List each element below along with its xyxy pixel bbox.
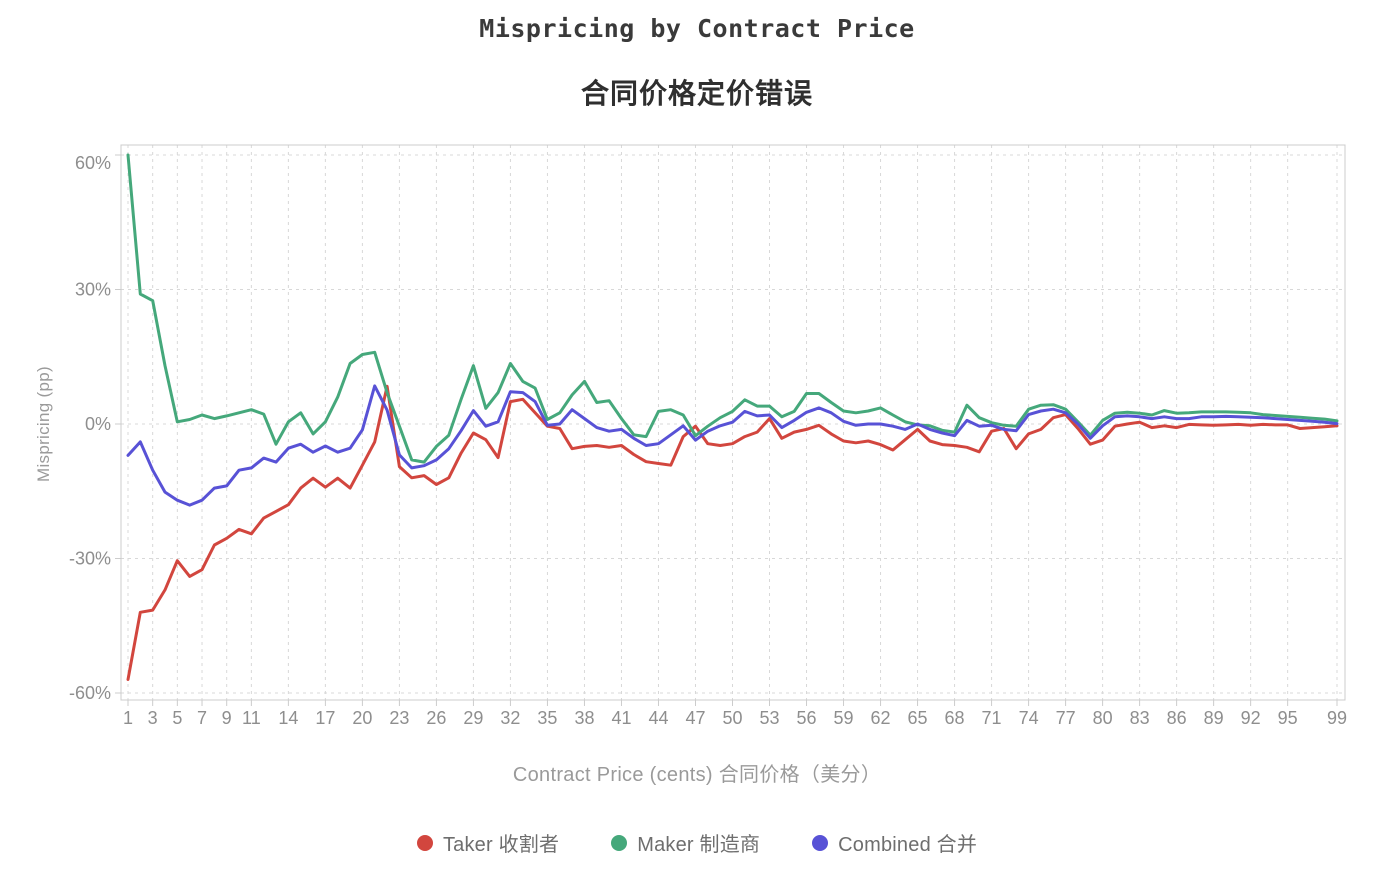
page-subtitle: 合同价格定价错误 bbox=[580, 77, 813, 110]
x-tick-label: 92 bbox=[1241, 708, 1261, 728]
legend-label: Combined 合并 bbox=[838, 834, 978, 856]
mispricing-line-chart: 1 3 5 7 9 11 14 17 20 23 26 29 32 35 38 41 44 47 50 53 56 59 6… bbox=[69, 144, 1347, 728]
x-tick-label: 7 bbox=[197, 708, 207, 728]
x-tick-label: 95 bbox=[1278, 708, 1298, 728]
legend-item-combined[interactable]: Combined 合并 bbox=[812, 828, 977, 857]
series-line-combined bbox=[126, 384, 1339, 507]
x-tick-label: 1 bbox=[123, 708, 133, 728]
y-tick-label: -30% bbox=[69, 548, 111, 568]
x-tick-label: 53 bbox=[759, 708, 779, 728]
x-tick-label: 44 bbox=[648, 708, 668, 728]
x-tick-label: 3 bbox=[148, 708, 158, 728]
x-tick-label: 86 bbox=[1167, 708, 1187, 728]
legend-dot-icon bbox=[416, 834, 433, 851]
series-line-maker bbox=[126, 153, 1339, 464]
legend-dot-icon bbox=[812, 834, 829, 851]
legend-item-taker[interactable]: Taker 收割者 bbox=[416, 828, 560, 857]
x-tick-label: 74 bbox=[1019, 708, 1039, 728]
x-tick-label: 77 bbox=[1056, 708, 1076, 728]
x-tick-label: 68 bbox=[945, 708, 965, 728]
x-tick-label: 62 bbox=[871, 708, 891, 728]
legend-label: Taker 收割者 bbox=[442, 834, 560, 856]
x-tick-label: 59 bbox=[834, 708, 854, 728]
y-tick-label: 0% bbox=[85, 414, 111, 434]
legend: Taker 收割者 Maker 制造商 Combined 合并 bbox=[0, 828, 1394, 857]
x-tick-label: 29 bbox=[463, 708, 483, 728]
x-tick-label: 23 bbox=[389, 708, 409, 728]
x-tick-label: 5 bbox=[172, 708, 182, 728]
y-tick-label: 60% bbox=[75, 153, 111, 173]
x-tick-label: 20 bbox=[352, 708, 372, 728]
x-tick-label: 38 bbox=[574, 708, 594, 728]
x-tick-label: 35 bbox=[537, 708, 557, 728]
x-tick-label: 9 bbox=[222, 708, 232, 728]
x-tick-label: 56 bbox=[797, 708, 817, 728]
x-tick-label: 83 bbox=[1130, 708, 1150, 728]
y-tick-label: 30% bbox=[75, 280, 111, 300]
y-tick-label: -60% bbox=[69, 683, 111, 703]
x-tick-label: 41 bbox=[611, 708, 631, 728]
legend-item-maker[interactable]: Maker 制造商 bbox=[611, 828, 760, 857]
series-line-taker bbox=[126, 384, 1339, 681]
x-axis-title: Contract Price (cents) 合同价格（美分） bbox=[512, 764, 882, 786]
x-tick-label: 50 bbox=[722, 708, 742, 728]
x-tick-label: 14 bbox=[278, 708, 298, 728]
x-tick-label: 80 bbox=[1093, 708, 1113, 728]
x-tick-label: 17 bbox=[315, 708, 335, 728]
legend-dot-icon bbox=[611, 834, 628, 851]
x-tick-label: 89 bbox=[1204, 708, 1224, 728]
legend-label: Maker 制造商 bbox=[637, 834, 761, 856]
x-tick-label: 71 bbox=[982, 708, 1002, 728]
x-tick-label: 47 bbox=[685, 708, 705, 728]
x-tick-label: 11 bbox=[242, 708, 261, 728]
x-tick-label: 99 bbox=[1327, 708, 1347, 728]
x-tick-label: 65 bbox=[908, 708, 928, 728]
x-tick-label: 32 bbox=[500, 708, 520, 728]
y-axis-title: Mispricing (pp) bbox=[34, 366, 53, 482]
x-tick-label: 26 bbox=[426, 708, 446, 728]
page-title: Mispricing by Contract Price bbox=[479, 14, 915, 43]
